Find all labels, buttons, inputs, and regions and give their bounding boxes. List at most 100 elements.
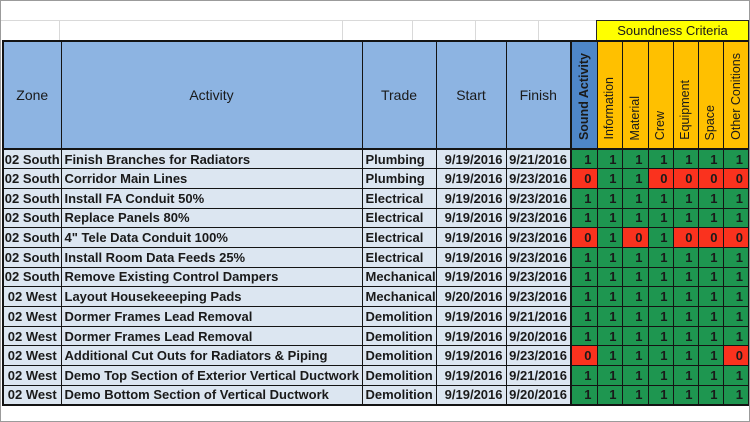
cell-activity[interactable]: Install Room Data Feeds 25% — [60, 246, 363, 268]
criteria-cell-other-conitions[interactable]: 1 — [722, 306, 749, 327]
criteria-cell-crew[interactable]: 1 — [647, 266, 674, 288]
criteria-cell-crew[interactable]: 1 — [647, 227, 674, 248]
criteria-cell-sound-activity[interactable]: 0 — [570, 345, 598, 367]
criteria-cell-crew[interactable]: 1 — [647, 384, 674, 406]
criteria-cell-sound-activity[interactable]: 1 — [570, 207, 598, 229]
criteria-cell-crew[interactable]: 1 — [647, 148, 674, 170]
criteria-cell-equipment[interactable]: 1 — [672, 345, 699, 367]
criteria-cell-sound-activity[interactable]: 0 — [570, 168, 598, 189]
criteria-cell-information[interactable]: 1 — [596, 266, 623, 288]
column-header-other-conitions[interactable]: Other Conitions — [722, 40, 749, 150]
column-header-zone[interactable]: Zone — [2, 40, 62, 150]
cell-trade[interactable]: Demolition — [361, 306, 437, 327]
column-header-activity[interactable]: Activity — [60, 40, 363, 150]
criteria-cell-sound-activity[interactable]: 1 — [570, 187, 598, 209]
criteria-cell-sound-activity[interactable]: 1 — [570, 306, 598, 327]
criteria-cell-information[interactable]: 1 — [596, 384, 623, 406]
criteria-cell-space[interactable]: 1 — [697, 345, 724, 367]
criteria-cell-crew[interactable]: 1 — [647, 325, 674, 347]
cell-trade[interactable]: Electrical — [361, 227, 437, 248]
cell-trade[interactable]: Mechanical — [361, 266, 437, 288]
cell-start-date[interactable]: 9/19/2016 — [435, 345, 507, 367]
cell-zone[interactable]: 02 West — [2, 384, 62, 406]
criteria-cell-space[interactable]: 1 — [697, 207, 724, 229]
cell-trade[interactable]: Demolition — [361, 384, 437, 406]
criteria-cell-other-conitions[interactable]: 1 — [722, 148, 749, 170]
criteria-cell-other-conitions[interactable]: 1 — [722, 384, 749, 406]
cell-finish-date[interactable]: 9/20/2016 — [505, 325, 572, 347]
cell-zone[interactable]: 02 West — [2, 345, 62, 367]
cell-start-date[interactable]: 9/19/2016 — [435, 325, 507, 347]
cell-start-date[interactable]: 9/19/2016 — [435, 148, 507, 170]
cell-start-date[interactable]: 9/19/2016 — [435, 266, 507, 288]
cell-zone[interactable]: 02 South — [2, 266, 62, 288]
criteria-cell-equipment[interactable]: 1 — [672, 365, 699, 386]
cell-zone[interactable]: 02 South — [2, 246, 62, 268]
criteria-cell-space[interactable]: 1 — [697, 266, 724, 288]
criteria-cell-crew[interactable]: 1 — [647, 246, 674, 268]
cell-finish-date[interactable]: 9/21/2016 — [505, 306, 572, 327]
criteria-cell-other-conitions[interactable]: 0 — [722, 168, 749, 189]
column-header-equipment[interactable]: Equipment — [672, 40, 699, 150]
cell-activity[interactable]: 4" Tele Data Conduit 100% — [60, 227, 363, 248]
cell-activity[interactable]: Corridor Main Lines — [60, 168, 363, 189]
cell-trade[interactable]: Plumbing — [361, 168, 437, 189]
criteria-cell-space[interactable]: 1 — [697, 246, 724, 268]
criteria-cell-material[interactable]: 1 — [621, 187, 649, 209]
cell-finish-date[interactable]: 9/21/2016 — [505, 365, 572, 386]
criteria-cell-other-conitions[interactable]: 0 — [722, 227, 749, 248]
criteria-cell-equipment[interactable]: 1 — [672, 286, 699, 307]
cell-finish-date[interactable]: 9/23/2016 — [505, 168, 572, 189]
criteria-cell-crew[interactable]: 1 — [647, 306, 674, 327]
criteria-cell-information[interactable]: 1 — [596, 306, 623, 327]
cell-zone[interactable]: 02 South — [2, 148, 62, 170]
criteria-cell-equipment[interactable]: 1 — [672, 207, 699, 229]
criteria-cell-information[interactable]: 1 — [596, 286, 623, 307]
criteria-cell-space[interactable]: 1 — [697, 365, 724, 386]
cell-trade[interactable]: Demolition — [361, 345, 437, 367]
criteria-cell-equipment[interactable]: 1 — [672, 266, 699, 288]
cell-finish-date[interactable]: 9/23/2016 — [505, 266, 572, 288]
cell-activity[interactable]: Dormer Frames Lead Removal — [60, 325, 363, 347]
criteria-cell-equipment[interactable]: 1 — [672, 384, 699, 406]
criteria-cell-space[interactable]: 1 — [697, 384, 724, 406]
column-header-trade[interactable]: Trade — [361, 40, 437, 150]
criteria-cell-material[interactable]: 1 — [621, 246, 649, 268]
criteria-cell-equipment[interactable]: 1 — [672, 325, 699, 347]
criteria-cell-equipment[interactable]: 0 — [672, 168, 699, 189]
criteria-cell-crew[interactable]: 1 — [647, 207, 674, 229]
column-header-finish[interactable]: Finish — [505, 40, 572, 150]
criteria-cell-equipment[interactable]: 1 — [672, 187, 699, 209]
cell-activity[interactable]: Demo Top Section of Exterior Vertical Du… — [60, 365, 363, 386]
criteria-cell-material[interactable]: 1 — [621, 384, 649, 406]
criteria-cell-information[interactable]: 1 — [596, 345, 623, 367]
criteria-cell-space[interactable]: 1 — [697, 306, 724, 327]
cell-activity[interactable]: Replace Panels 80% — [60, 207, 363, 229]
criteria-cell-material[interactable]: 1 — [621, 207, 649, 229]
criteria-cell-material[interactable]: 1 — [621, 168, 649, 189]
criteria-cell-equipment[interactable]: 1 — [672, 148, 699, 170]
criteria-cell-equipment[interactable]: 0 — [672, 227, 699, 248]
criteria-cell-space[interactable]: 0 — [697, 227, 724, 248]
cell-trade[interactable]: Demolition — [361, 325, 437, 347]
criteria-cell-crew[interactable]: 0 — [647, 168, 674, 189]
criteria-cell-space[interactable]: 1 — [697, 148, 724, 170]
criteria-cell-sound-activity[interactable]: 1 — [570, 246, 598, 268]
criteria-cell-information[interactable]: 1 — [596, 168, 623, 189]
criteria-cell-sound-activity[interactable]: 1 — [570, 325, 598, 347]
column-header-crew[interactable]: Crew — [647, 40, 674, 150]
cell-zone[interactable]: 02 South — [2, 207, 62, 229]
criteria-cell-crew[interactable]: 1 — [647, 345, 674, 367]
cell-activity[interactable]: Install FA Conduit 50% — [60, 187, 363, 209]
criteria-cell-other-conitions[interactable]: 1 — [722, 187, 749, 209]
criteria-cell-equipment[interactable]: 1 — [672, 246, 699, 268]
cell-finish-date[interactable]: 9/23/2016 — [505, 246, 572, 268]
cell-zone[interactable]: 02 West — [2, 325, 62, 347]
cell-start-date[interactable]: 9/19/2016 — [435, 227, 507, 248]
cell-finish-date[interactable]: 9/23/2016 — [505, 345, 572, 367]
criteria-cell-space[interactable]: 1 — [697, 286, 724, 307]
cell-start-date[interactable]: 9/19/2016 — [435, 384, 507, 406]
cell-finish-date[interactable]: 9/20/2016 — [505, 384, 572, 406]
cell-start-date[interactable]: 9/19/2016 — [435, 306, 507, 327]
cell-activity[interactable]: Remove Existing Control Dampers — [60, 266, 363, 288]
